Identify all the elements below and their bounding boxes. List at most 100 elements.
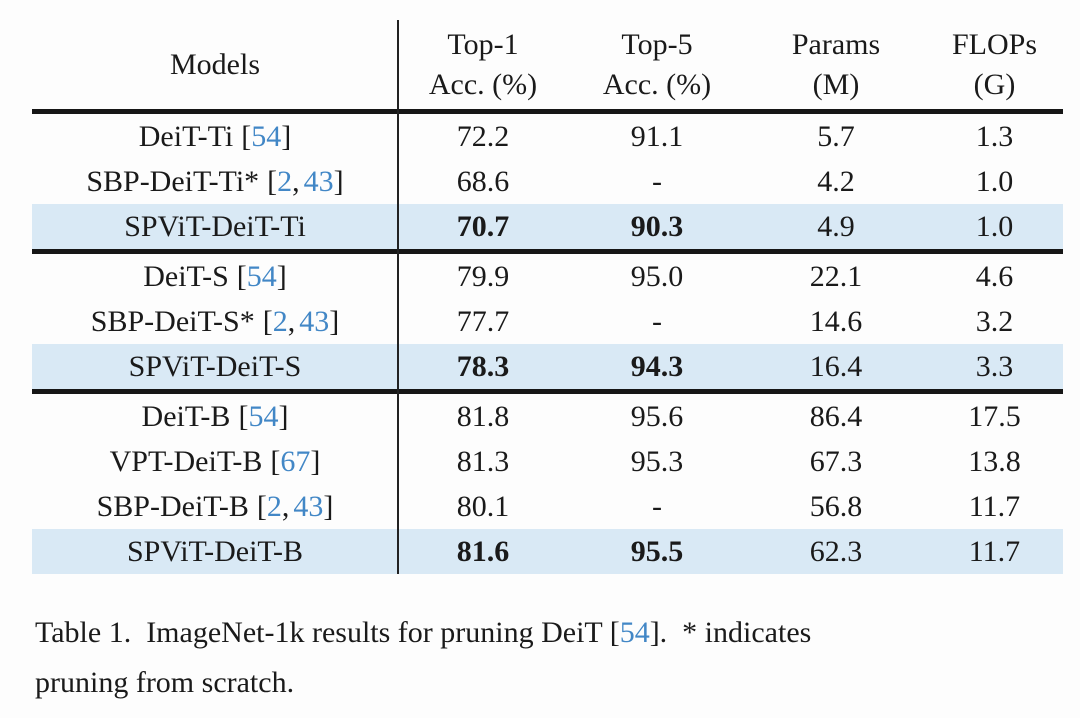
header-top1-acc: Top-1 Acc. (%) [398, 25, 568, 105]
citation-open-bracket: [ [256, 489, 267, 523]
header-rule [32, 109, 1063, 114]
header-top5-line2: Acc. (%) [602, 67, 712, 101]
table-column-divider [397, 20, 399, 574]
flops-cell: 11.7 [968, 489, 1021, 523]
citation-group: [67] [270, 445, 320, 478]
header-top5-acc: Top-5 Acc. (%) [568, 25, 746, 105]
header-params: Params (M) [746, 25, 926, 105]
top5-acc-cell: 95.5 [630, 534, 684, 568]
flops-cell: 13.8 [968, 444, 1021, 478]
model-name: SBP-DeiT-B [96, 489, 249, 523]
header-flops-line1: FLOPs [951, 27, 1038, 61]
citation-close-bracket: ] [310, 444, 321, 478]
flops-cell: 3.2 [975, 304, 1014, 338]
flops-cell: 3.3 [975, 349, 1014, 383]
top5-acc-cell: 95.0 [630, 259, 684, 293]
top5-acc-cell: 91.1 [630, 119, 684, 153]
citation-link[interactable]: 67 [280, 444, 311, 478]
header-models: Models [170, 47, 260, 81]
citation-group: [2, 43] [263, 305, 340, 338]
citation-link[interactable]: 43 [293, 489, 324, 523]
citation-group: [54] [241, 120, 291, 153]
citation-open-bracket: [ [262, 304, 273, 338]
model-name-cell: DeiT-S [54] [32, 260, 398, 294]
table-body: DeiT-Ti [54] 72.2 91.1 5.7 1.3 SBP-DeiT-Ti* [2,… [32, 114, 1063, 574]
citation-close-bracket: ] [278, 399, 289, 433]
model-name: SBP-DeiT-S* [90, 304, 255, 338]
group-divider-rule [32, 249, 1063, 254]
citation-open-bracket: [ [236, 259, 247, 293]
table-row: SPViT-DeiT-Ti 70.7 90.3 4.9 1.0 [32, 204, 1063, 249]
citation-link[interactable]: 43 [303, 164, 334, 198]
model-name-cell: VPT-DeiT-B [67] [32, 445, 398, 479]
header-params-line2: (M) [812, 67, 860, 101]
top5-acc-cell: - [652, 164, 662, 198]
model-name-cell: DeiT-B [54] [32, 400, 398, 434]
model-name: SPViT-DeiT-S [128, 349, 302, 383]
citation-close-bracket: ] [329, 304, 340, 338]
model-name: DeiT-S [143, 259, 229, 293]
params-cell: 5.7 [817, 119, 855, 153]
citation-open-bracket: [ [267, 164, 278, 198]
top1-acc-cell: 77.7 [456, 304, 510, 338]
table-row-group: DeiT-Ti [54] 72.2 91.1 5.7 1.3 SBP-DeiT-Ti* [2,… [32, 114, 1063, 249]
table-row: SPViT-DeiT-S 78.3 94.3 16.4 3.3 [32, 344, 1063, 389]
citation-link[interactable]: 2 [277, 164, 293, 198]
citation-link[interactable]: 2 [266, 489, 282, 523]
table-caption: Table 1. ImageNet-1k results for pruning… [35, 608, 1049, 708]
citation-separator: , [292, 164, 300, 198]
citation-group: [54] [237, 260, 287, 293]
top1-acc-cell: 78.3 [456, 349, 510, 383]
top1-acc-cell: 70.7 [456, 209, 510, 243]
model-name-cell: SPViT-DeiT-B [32, 535, 398, 569]
top5-acc-cell: 94.3 [630, 349, 684, 383]
citation-group: [2, 43] [267, 165, 344, 198]
flops-cell: 17.5 [968, 399, 1021, 433]
citation-group: [2, 43] [257, 490, 334, 523]
top1-acc-cell: 80.1 [456, 489, 510, 523]
params-cell: 22.1 [809, 259, 863, 293]
citation-link[interactable]: 54 [246, 259, 277, 293]
citation-link[interactable]: 54 [619, 616, 650, 649]
table-row: DeiT-Ti [54] 72.2 91.1 5.7 1.3 [32, 114, 1063, 159]
top5-acc-cell: 95.3 [630, 444, 684, 478]
flops-cell: 1.0 [975, 164, 1014, 198]
params-cell: 56.8 [809, 489, 863, 523]
header-flops: FLOPs (G) [926, 25, 1063, 105]
citation-open-bracket: [ [238, 399, 249, 433]
params-cell: 16.4 [809, 349, 863, 383]
model-name: SBP-DeiT-Ti* [86, 164, 260, 198]
citation-link[interactable]: 43 [299, 304, 330, 338]
citation-close-bracket: ] [276, 259, 287, 293]
model-name-cell: SBP-DeiT-Ti* [2, 43] [32, 165, 398, 199]
top1-acc-cell: 81.8 [456, 399, 510, 433]
citation-close-bracket: ] [333, 164, 344, 198]
citation-group: [54] [238, 400, 288, 433]
params-cell: 62.3 [809, 534, 863, 568]
model-name-cell: SPViT-DeiT-S [32, 350, 398, 384]
header-top1-line1: Top-1 [447, 27, 519, 61]
citation-link[interactable]: 2 [272, 304, 288, 338]
top1-acc-cell: 79.9 [456, 259, 510, 293]
caption-text-after-cite: ]. * indicates pruning from scratch. [35, 616, 812, 699]
model-name-cell: SBP-DeiT-B [2, 43] [32, 490, 398, 524]
table-row: SBP-DeiT-S* [2, 43] 77.7 - 14.6 3.2 [32, 299, 1063, 344]
citation-link[interactable]: 54 [251, 119, 282, 153]
caption-text-before-cite: Table 1. ImageNet-1k results for pruning… [35, 616, 620, 649]
citation-link[interactable]: 54 [248, 399, 279, 433]
model-name-cell: SPViT-DeiT-Ti [32, 210, 398, 244]
params-cell: 4.9 [817, 209, 855, 243]
header-top1-line2: Acc. (%) [428, 67, 538, 101]
params-cell: 67.3 [809, 444, 863, 478]
table-row: SBP-DeiT-B [2, 43] 80.1 - 56.8 11.7 [32, 484, 1063, 529]
header-flops-line2: (G) [973, 67, 1016, 101]
model-name-cell: SBP-DeiT-S* [2, 43] [32, 305, 398, 339]
citation-close-bracket: ] [323, 489, 334, 523]
top1-acc-cell: 81.6 [456, 534, 510, 568]
top5-acc-cell: 95.6 [630, 399, 684, 433]
flops-cell: 1.3 [975, 119, 1014, 153]
table-row: DeiT-B [54] 81.8 95.6 86.4 17.5 [32, 394, 1063, 439]
citation-separator: , [281, 489, 290, 523]
model-name: SPViT-DeiT-B [126, 534, 303, 568]
